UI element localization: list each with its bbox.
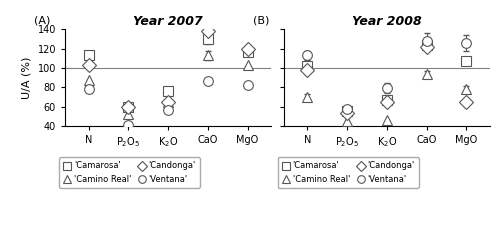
Text: (A): (A) [34, 15, 50, 25]
Text: (B): (B) [252, 15, 269, 25]
Legend: 'Camarosa', 'Camino Real', 'Candonga', 'Ventana': 'Camarosa', 'Camino Real', 'Candonga', '… [278, 157, 419, 188]
Title: Year 2008: Year 2008 [352, 15, 422, 28]
Y-axis label: U/A (%): U/A (%) [22, 56, 32, 99]
Legend: 'Camarosa', 'Camino Real', 'Candonga', 'Ventana': 'Camarosa', 'Camino Real', 'Candonga', '… [59, 157, 200, 188]
Title: Year 2007: Year 2007 [134, 15, 203, 28]
